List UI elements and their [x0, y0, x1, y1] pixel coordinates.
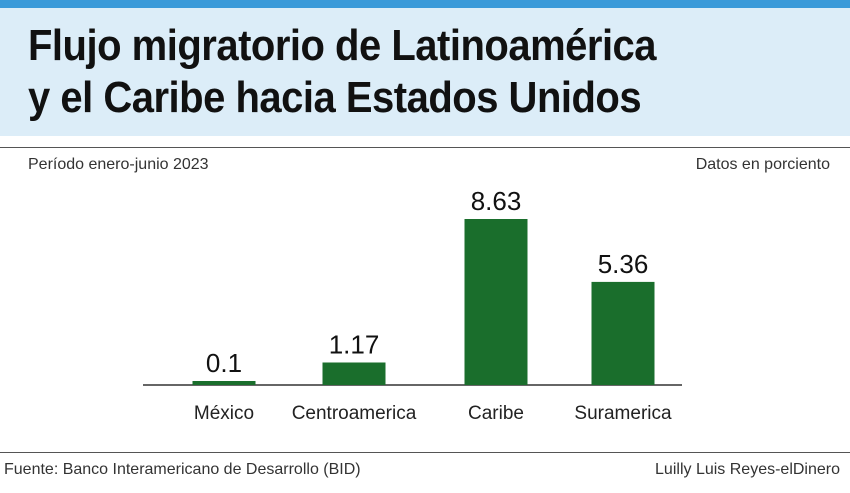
title-band: Flujo migratorio de Latinoamérica y el C… — [0, 8, 850, 136]
category-label-2: Caribe — [468, 403, 524, 424]
top-divider — [0, 147, 850, 148]
bottom-divider — [0, 452, 850, 453]
bar-3 — [591, 281, 655, 385]
bar-0 — [192, 381, 256, 385]
title-line-2: y el Caribe hacia Estados Unidos — [28, 74, 642, 122]
value-label-3: 5.36 — [598, 249, 649, 279]
source-label: Fuente: Banco Interamericano de Desarrol… — [4, 461, 361, 478]
credit-label: Luilly Luis Reyes-elDinero — [655, 461, 840, 478]
category-label-0: México — [194, 403, 254, 424]
value-label-0: 0.1 — [206, 348, 242, 378]
bar-2 — [464, 219, 528, 385]
value-label-1: 1.17 — [329, 329, 380, 359]
period-label: Período enero-junio 2023 — [28, 156, 209, 173]
units-label: Datos en porciento — [695, 156, 830, 173]
bar-1 — [322, 362, 386, 385]
category-label-1: Centroamerica — [292, 403, 417, 424]
value-label-2: 8.63 — [471, 186, 522, 216]
title-line-1: Flujo migratorio de Latinoamérica — [28, 22, 657, 70]
category-label-3: Suramerica — [574, 403, 672, 424]
top-accent-strip — [0, 0, 850, 8]
